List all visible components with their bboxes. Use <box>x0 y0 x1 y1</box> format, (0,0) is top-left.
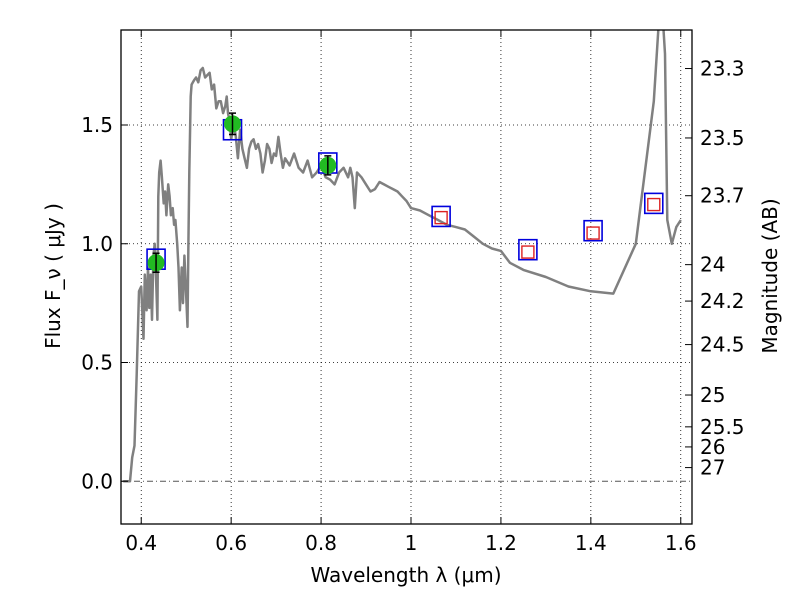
inner-marker-box <box>434 210 448 225</box>
x-tick-label: 1.4 <box>575 531 607 555</box>
y-tick-label: 1.5 <box>81 113 113 137</box>
plot-background <box>121 30 692 524</box>
y-tick-label: 0.5 <box>81 351 113 375</box>
y2-tick-label: 24.2 <box>700 289 745 313</box>
inner-marker-box <box>586 226 600 240</box>
y2-tick-label: 23.3 <box>700 57 745 81</box>
x-axis-label: Wavelength λ (μm) <box>310 563 501 587</box>
y-tick-label: 0.0 <box>81 469 113 493</box>
y-axis-label: Flux F_ν ( μJy ) <box>41 203 65 349</box>
x-tick-label: 0.6 <box>215 531 247 555</box>
y2-axis-label: Magnitude (AB) <box>758 198 782 353</box>
plot-frame <box>120 29 693 525</box>
x-tick-label: 0.8 <box>305 531 337 555</box>
inner-marker-box <box>521 245 535 259</box>
y2-tick-label: 25 <box>700 383 725 407</box>
model-photometry-box <box>518 238 538 261</box>
y2-tick-label: 23.5 <box>700 126 745 150</box>
model-photometry-box <box>643 192 664 215</box>
sed-curve-group <box>123 30 682 483</box>
x-tick-label: 1 <box>405 531 418 555</box>
y2-tick-label: 26 <box>700 435 725 459</box>
y2-tick-label: 24.5 <box>700 333 745 357</box>
inner-marker-box <box>647 197 661 212</box>
y2-tick-label: 25.5 <box>700 415 745 439</box>
observed-photometry-group <box>147 112 337 273</box>
model-photometry-box <box>583 219 603 242</box>
model-photometry-box <box>431 205 451 228</box>
x-tick-label: 1.2 <box>485 531 517 555</box>
x-tick-label: 0.4 <box>125 531 157 555</box>
inner-marker-group <box>434 197 661 259</box>
y-axis-ticks: 0.0 0.5 1.0 1.5 <box>81 113 128 493</box>
y2-tick-label: 24 <box>700 253 725 277</box>
x-axis-ticks: 0.4 0.6 0.8 1 1.2 1.4 1.6 <box>125 30 697 555</box>
x-tick-label: 1.6 <box>665 531 697 555</box>
y2-tick-label: 27 <box>700 456 725 480</box>
sed-model-line <box>123 30 682 483</box>
y-tick-label: 1.0 <box>81 232 113 256</box>
y2-tick-label: 23.7 <box>700 184 745 208</box>
